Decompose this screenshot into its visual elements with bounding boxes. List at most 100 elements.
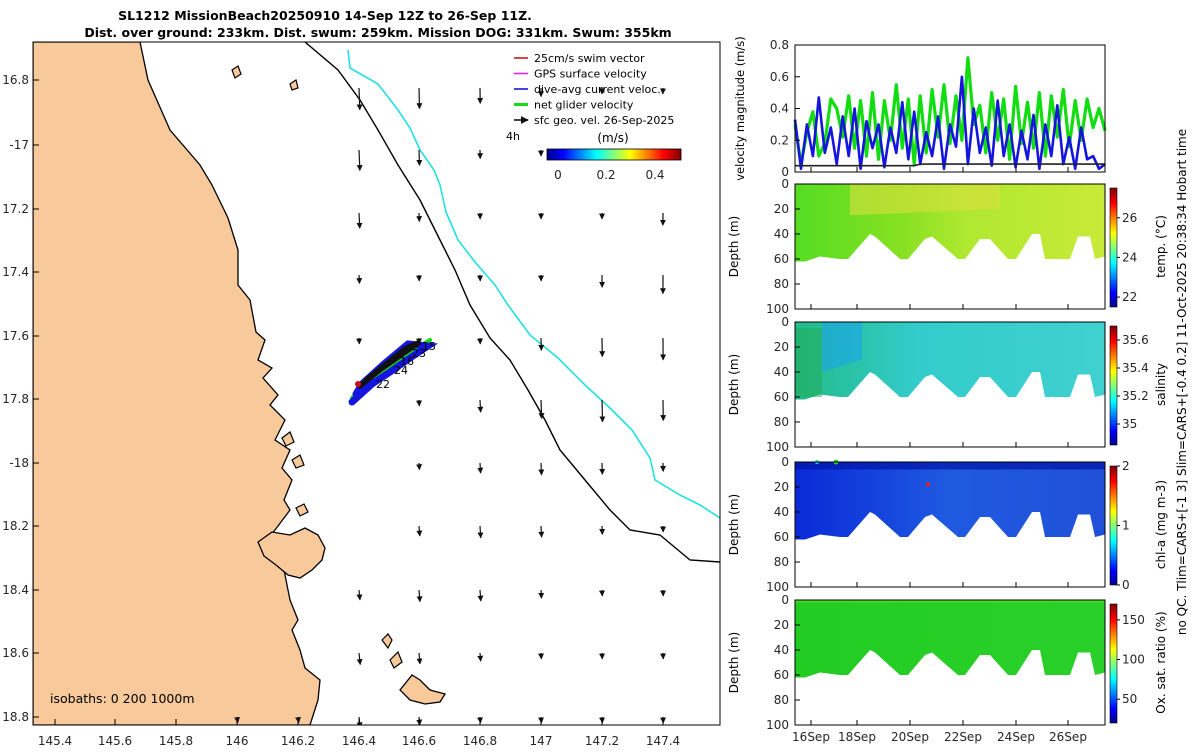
profile-colorbar [1110, 188, 1117, 307]
legend-label: net glider velocity [534, 99, 634, 112]
profile-ylabel: Depth (m) [727, 354, 741, 415]
profile-ytick-label: 100 [766, 580, 789, 594]
profile-ytick-label: 20 [774, 340, 789, 354]
time-tick-label: 24Sep [997, 730, 1035, 744]
track-day-label: 22 [376, 378, 390, 391]
time-tick-label: 20Sep [891, 730, 929, 744]
map-xtick-label: 147 [530, 734, 553, 748]
time-tick-label: 26Sep [1049, 730, 1087, 744]
velocity-ytick-label: 0.2 [770, 133, 789, 147]
geo-arrow [480, 653, 481, 661]
time-tick-label: 18Sep [838, 730, 876, 744]
profile-colorbar [1110, 466, 1117, 585]
profile-ytick-label: 100 [766, 440, 789, 454]
geo-arrow [480, 590, 481, 601]
profile-ytick-label: 60 [774, 390, 789, 404]
geo-arrow [541, 526, 542, 537]
colorbar-tick-label: 35.4 [1122, 361, 1149, 375]
profile-ytick-label: 20 [774, 480, 789, 494]
profile-ytick-label: 80 [774, 555, 789, 569]
colorbar-tick: 0.2 [596, 168, 615, 182]
geo-arrow [359, 213, 360, 228]
map-ytick-label: 18.6 [2, 646, 29, 660]
colorbar-title: (m/s) [597, 131, 628, 145]
colorbar-tick-label: 22 [1122, 290, 1137, 304]
profile-ytick-label: 60 [774, 530, 789, 544]
map-xtick-label: 145.4 [38, 734, 72, 748]
map-ytick-label: 17.8 [2, 392, 29, 406]
colorbar-tick: 0.4 [645, 168, 664, 182]
colorbar-tick-label: 35 [1122, 417, 1137, 431]
map-xtick-label: 146.8 [463, 734, 497, 748]
colorbar-tick-label: 50 [1122, 692, 1137, 706]
legend-label: dive-avg current veloc. [534, 83, 661, 96]
profile-ytick-label: 0 [781, 315, 789, 329]
profile-ylabel: Depth (m) [727, 216, 741, 277]
colorbar-tick-label: 35.2 [1122, 389, 1149, 403]
colorbar-tick-label: 100 [1122, 653, 1145, 667]
geo-arrow [419, 88, 420, 109]
map-ytick-label: 17.4 [2, 265, 29, 279]
profile-ytick-label: 40 [774, 643, 789, 657]
track-day-label: 23 [412, 347, 426, 360]
profile-ytick-label: 80 [774, 277, 789, 291]
geo-arrow [359, 275, 360, 284]
map-xtick-label: 146.6 [402, 734, 436, 748]
map-ytick-label: 18.4 [2, 583, 29, 597]
time-tick-label: 16Sep [792, 730, 830, 744]
colorbar-tick-label: 150 [1122, 613, 1145, 627]
profile-colorbar [1110, 326, 1117, 445]
map-ytick-label: -17 [9, 138, 29, 152]
track-interval-label: 4h [506, 130, 520, 143]
legend-label: GPS surface velocity [534, 68, 647, 81]
colorbar-tick-label: 26 [1122, 211, 1137, 225]
profile-ytick-label: 0 [781, 593, 789, 607]
profile-ytick-label: 0 [781, 455, 789, 469]
colorbar-tick: 0 [554, 168, 562, 182]
velocity-ytick-label: 0.6 [770, 70, 789, 84]
legend-label: sfc geo. vel. 26-Sep-2025 [534, 114, 674, 127]
geo-arrow [541, 463, 542, 475]
colorbar-tick-label: 0 [1122, 578, 1130, 592]
geo-arrow [602, 400, 603, 422]
map-ytick-label: 18.2 [2, 519, 29, 533]
geo-arrow [480, 463, 481, 473]
colorbar-label: Ox. sat. ratio (%) [1154, 611, 1168, 713]
geo-arrow [480, 526, 481, 538]
colorbar-label: salinity [1154, 363, 1168, 406]
map-ytick-label: -18 [9, 456, 29, 470]
map-xtick-label: 146 [226, 734, 249, 748]
profile-ytick-label: 0 [781, 177, 789, 191]
profile-heatmap-fill [795, 462, 1105, 540]
map-xtick-label: 146.4 [342, 734, 376, 748]
colorbar-label: temp. (°C) [1154, 215, 1168, 278]
legend-label: 25cm/s swim vector [534, 52, 645, 65]
colorbar-tick-label: 35.6 [1122, 333, 1149, 347]
map-xtick-label: 145.6 [98, 734, 132, 748]
colorbar-tick-label: 2 [1122, 459, 1130, 473]
isobaths-label: isobaths: 0 200 1000m [50, 691, 195, 706]
colorbar-label: chl-a (mg m-3) [1154, 480, 1168, 569]
map-xtick-label: 146.2 [281, 734, 315, 748]
profile-ytick-label: 80 [774, 693, 789, 707]
geo-arrow [480, 400, 481, 412]
profile-colorbar [1110, 604, 1117, 723]
map-xtick-label: 147.4 [646, 734, 680, 748]
title-line2: Dist. over ground: 233km. Dist. swum: 25… [84, 25, 671, 40]
colorbar-tick-label: 24 [1122, 250, 1137, 264]
track-day-label: 16 [400, 355, 414, 368]
profile-ytick-label: 40 [774, 227, 789, 241]
colorbar-tick-label: 1 [1122, 519, 1130, 533]
geo-arrow [359, 88, 360, 110]
map-ytick-label: 17.2 [2, 202, 29, 216]
title-line1: SL1212 MissionBeach20250910 14-Sep 12Z t… [118, 8, 532, 23]
map-xtick-label: 145.8 [159, 734, 193, 748]
velocity-series-line [795, 164, 1105, 166]
geo-arrow [419, 526, 420, 536]
profile-heatmap-fill [795, 600, 1105, 678]
